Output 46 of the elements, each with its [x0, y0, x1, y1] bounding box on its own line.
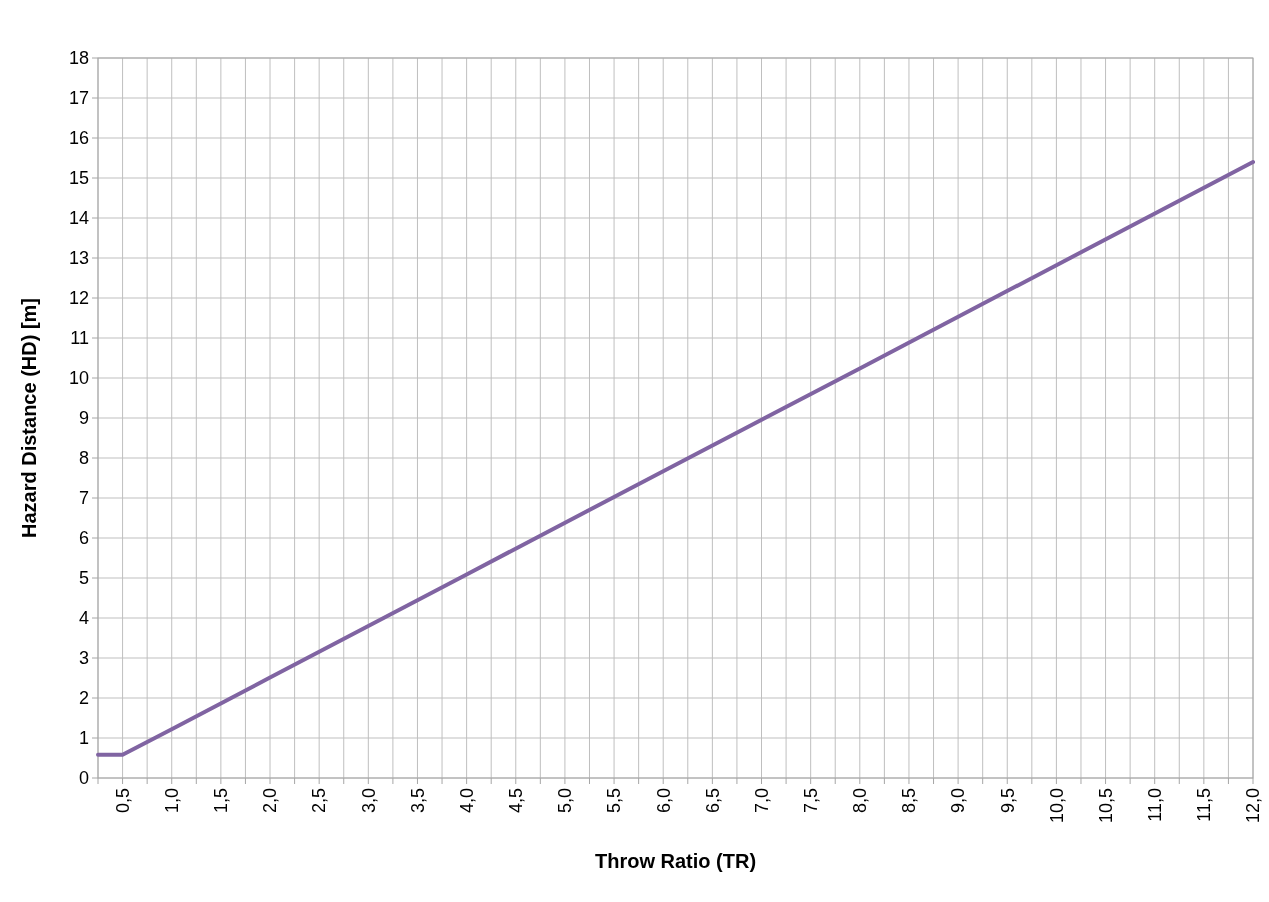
y-tick-label: 10	[68, 368, 89, 389]
y-tick-label: 15	[68, 168, 89, 189]
x-tick-label: 3,5	[407, 788, 428, 814]
x-tick-label: 5,5	[604, 788, 625, 814]
x-tick-label: 2,0	[260, 788, 281, 814]
y-tick-label: 18	[68, 48, 89, 69]
x-tick-label: 1,5	[211, 788, 232, 814]
x-tick-label: 11,5	[1194, 788, 1215, 822]
y-tick-label: 2	[78, 688, 89, 709]
x-tick-label: 1,0	[162, 788, 183, 814]
y-tick-label: 6	[78, 528, 89, 549]
x-tick-label: 10,5	[1095, 788, 1116, 824]
y-axis-title: Hazard Distance (HD) [m]	[18, 297, 40, 539]
x-tick-label: 8,5	[899, 788, 920, 814]
x-tick-label: 3,0	[358, 788, 379, 814]
x-tick-label: 6,0	[653, 788, 674, 814]
x-axis-title: Throw Ratio (TR)	[594, 850, 757, 872]
y-tick-label: 14	[68, 208, 89, 229]
x-tick-label: 2,5	[309, 788, 330, 814]
y-tick-label: 5	[78, 568, 89, 589]
x-tick-label: 12,0	[1243, 788, 1264, 824]
y-tick-label: 1	[78, 728, 89, 749]
y-tick-label: 0	[78, 768, 89, 789]
y-tick-label: 3	[78, 648, 89, 669]
y-tick-label: 4	[78, 608, 89, 629]
x-tick-label: 7,0	[751, 788, 772, 814]
y-tick-label: 16	[68, 128, 89, 149]
x-tick-label: 11,0	[1145, 788, 1165, 822]
x-tick-label: 10,0	[1046, 788, 1067, 824]
x-tick-label: 7,5	[800, 788, 821, 814]
y-tick-label: 9	[78, 408, 89, 429]
x-tick-label: 9,5	[997, 788, 1018, 814]
x-tick-label: 8,0	[850, 788, 871, 814]
x-tick-label: 4,5	[506, 788, 527, 814]
x-tick-label: 0,5	[112, 788, 133, 814]
y-tick-label: 7	[78, 488, 89, 509]
x-tick-label: 6,5	[702, 788, 723, 814]
y-tick-label: 8	[78, 448, 89, 469]
y-tick-label: 12	[68, 288, 89, 309]
x-tick-label: 4,0	[456, 788, 477, 814]
x-tick-label: 9,0	[948, 788, 969, 814]
x-tick-label: 5,0	[555, 788, 576, 814]
line-series	[96, 160, 1255, 757]
y-tick-label: 11	[70, 328, 89, 349]
y-tick-label: 17	[68, 88, 89, 109]
y-tick-label: 13	[68, 248, 89, 269]
